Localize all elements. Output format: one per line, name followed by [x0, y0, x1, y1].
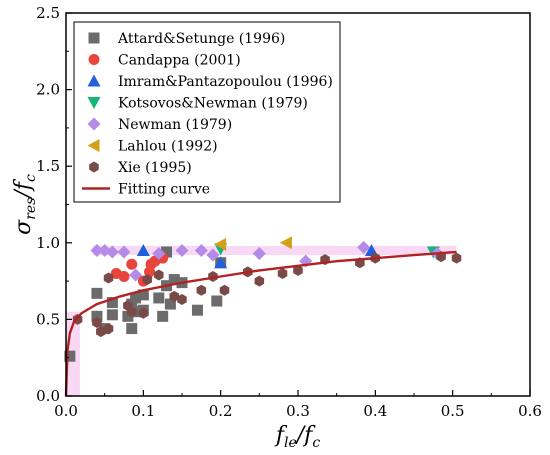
data-point	[126, 323, 138, 335]
legend-item: Attard&Setunge (1996)	[88, 31, 285, 47]
fitting-curve-layer	[64, 250, 457, 397]
data-point	[357, 240, 371, 254]
data-point	[130, 292, 142, 304]
legend-marker	[87, 97, 101, 109]
data-point	[364, 243, 378, 256]
x-tick-label: 0.5	[441, 402, 465, 420]
data-point	[64, 350, 76, 362]
x-tick-label: 0.3	[286, 402, 310, 420]
data-point	[175, 243, 189, 257]
data-point	[196, 284, 207, 296]
data-point	[142, 274, 152, 286]
data-point	[169, 290, 180, 302]
legend-item: Lahlou (1992)	[87, 139, 218, 155]
data-point	[211, 295, 223, 307]
data-point	[277, 267, 288, 279]
data-point	[191, 304, 203, 316]
data-point	[177, 293, 187, 305]
data-point	[106, 297, 118, 309]
data-point	[103, 323, 114, 335]
data-point	[103, 272, 114, 284]
data-point	[126, 306, 137, 318]
legend-marker	[88, 54, 100, 65]
data-point	[161, 246, 173, 258]
data-point	[117, 245, 131, 259]
y-tick-label: 2.0	[36, 81, 60, 99]
data-point	[451, 252, 462, 264]
data-points	[64, 236, 462, 362]
x-tick-label: 0.4	[363, 402, 387, 420]
data-point	[214, 237, 227, 251]
x-tick-label: 0.6	[518, 402, 542, 420]
data-point	[194, 243, 208, 257]
data-point	[219, 284, 230, 296]
x-tick-label: 0.1	[131, 402, 155, 420]
legend-item: Candappa (2001)	[88, 53, 241, 69]
legend-marker	[87, 74, 101, 87]
legend-label: Fitting curve	[118, 182, 210, 198]
y-tick-label: 1.5	[36, 157, 60, 175]
data-point	[293, 264, 303, 276]
legend-label: Kotsovos&Newman (1979)	[118, 96, 308, 112]
data-point	[279, 236, 292, 250]
data-point	[153, 292, 165, 304]
data-point	[164, 298, 176, 310]
data-point	[126, 258, 138, 270]
data-point	[168, 274, 180, 286]
data-point	[129, 268, 143, 282]
legend-item: Newman (1979)	[87, 117, 232, 133]
data-point	[137, 289, 149, 301]
data-point	[254, 275, 265, 287]
fitting-curve	[64, 250, 457, 397]
data-point	[92, 316, 102, 328]
legend-item: Imram&Pantazopoulou (1996)	[87, 74, 333, 90]
y-axis-title: σres/fc	[11, 174, 39, 235]
data-point	[138, 307, 149, 319]
data-point	[106, 309, 118, 321]
legend-item: Kotsovos&Newman (1979)	[87, 96, 308, 112]
data-point	[252, 247, 266, 261]
legend-frame	[73, 21, 341, 203]
data-point	[152, 247, 166, 261]
legend-label: Attard&Setunge (1996)	[117, 31, 285, 47]
legend-marker	[89, 161, 99, 173]
legend-label: Imram&Pantazopoulou (1996)	[118, 74, 333, 90]
legend-marker	[87, 117, 101, 131]
data-point	[122, 310, 134, 322]
y-tick-label: 0.0	[36, 387, 60, 405]
x-axis-title: fle/fc	[274, 423, 321, 451]
legend-marker	[87, 139, 100, 152]
legend-label: Lahlou (1992)	[118, 139, 218, 155]
y-tick-label: 0.5	[36, 310, 60, 328]
legend-label: Candappa (2001)	[118, 53, 241, 69]
data-point	[154, 269, 164, 281]
y-tick-label: 1.0	[36, 234, 60, 252]
data-point	[214, 256, 228, 269]
x-tick-label: 0.0	[54, 402, 78, 420]
data-point	[90, 243, 104, 257]
data-point	[91, 287, 103, 299]
y-tick-label: 2.5	[36, 4, 60, 22]
legend-marker	[88, 32, 100, 44]
legend: Attard&Setunge (1996) Candappa (2001) Imra…	[73, 21, 341, 203]
axis-ticks: 0.0 0.1 0.2 0.3 0.4 0.5 0.6 0.0 0.5 1.0 1.5 2.0 2.5	[36, 4, 542, 420]
data-point	[136, 243, 150, 256]
data-point	[91, 310, 103, 322]
data-point	[96, 326, 106, 338]
data-point	[157, 310, 169, 322]
legend-item: Xie (1995)	[89, 160, 192, 176]
legend-label: Xie (1995)	[118, 160, 192, 176]
data-point	[206, 248, 220, 262]
legend-item: Fitting curve	[82, 182, 210, 198]
legend-label: Newman (1979)	[118, 117, 232, 133]
x-tick-label: 0.2	[209, 402, 233, 420]
data-point	[105, 245, 119, 259]
data-point	[118, 271, 130, 283]
highlight-band	[93, 245, 457, 256]
